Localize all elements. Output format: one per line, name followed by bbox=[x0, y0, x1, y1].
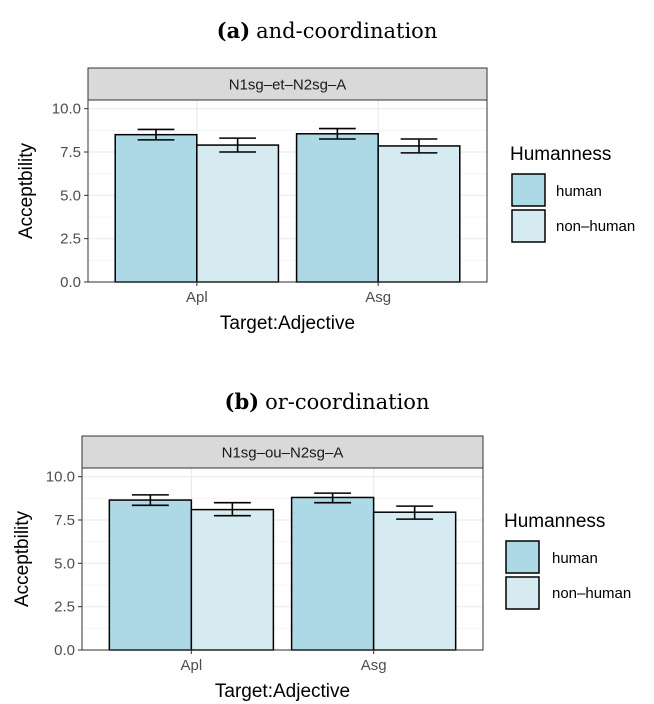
x-tick-label-asg: Asg bbox=[361, 657, 387, 674]
legend-label-nonhuman-a: non–human bbox=[556, 218, 635, 235]
plot-area-b bbox=[82, 468, 483, 651]
legend-b: Humanness human non–human bbox=[504, 511, 631, 610]
x-axis-a: Apl Asg bbox=[186, 282, 391, 306]
panel-a: (a) and-coordination N1sg–et–N2sg–A 0.0 2.… bbox=[16, 18, 635, 334]
caption-b: (b) or-coordination bbox=[225, 389, 430, 414]
bar-human-asg bbox=[295, 133, 379, 283]
bar-nonhuman-apl bbox=[196, 144, 280, 283]
bar-nonhuman-apl bbox=[190, 508, 275, 651]
facet-label-a: N1sg–et–N2sg–A bbox=[229, 77, 347, 94]
x-tick-label-asg: Asg bbox=[365, 289, 391, 306]
legend-key-nonhuman-b bbox=[505, 576, 540, 610]
bar-nonhuman-asg bbox=[372, 511, 457, 651]
facet-label-b: N1sg–ou–N2sg–A bbox=[222, 445, 344, 462]
caption-b-label: (b) bbox=[225, 389, 260, 414]
legend-key-human-b bbox=[505, 540, 540, 574]
panel-border-a bbox=[87, 99, 488, 283]
facet-strip-a bbox=[87, 67, 488, 101]
y-tick-label: 0.0 bbox=[60, 274, 81, 291]
caption-a: (a) and-coordination bbox=[217, 18, 438, 43]
y-axis-title-a: Acceptbility bbox=[16, 142, 37, 239]
y-tick-label: 10.0 bbox=[46, 469, 75, 486]
bar-human-apl bbox=[114, 133, 198, 283]
legend-label-human-b: human bbox=[552, 550, 598, 567]
legend-title-b: Humanness bbox=[504, 511, 605, 532]
plot-area-a bbox=[88, 100, 487, 283]
bar-nonhuman-asg bbox=[377, 145, 461, 283]
legend-label-nonhuman-b: non–human bbox=[552, 585, 631, 602]
y-tick-label: 5.0 bbox=[60, 187, 81, 204]
x-axis-title-a: Target:Adjective bbox=[220, 313, 355, 334]
legend-title-a: Humanness bbox=[510, 144, 611, 165]
bar-human-apl bbox=[108, 499, 193, 651]
y-axis-b: 0.0 2.5 5.0 7.5 10.0 bbox=[46, 469, 82, 659]
legend-label-human-a: human bbox=[556, 183, 602, 200]
legend-a: Humanness human non–human bbox=[510, 144, 635, 243]
facet-strip-b bbox=[81, 435, 484, 469]
y-tick-label: 7.5 bbox=[60, 144, 81, 161]
bar-human-asg bbox=[290, 496, 375, 651]
legend-key-nonhuman-a bbox=[511, 209, 546, 243]
caption-a-label: (a) bbox=[217, 18, 250, 43]
x-tick-label-apl: Apl bbox=[181, 657, 203, 674]
y-axis-title-b: Acceptbility bbox=[12, 510, 33, 607]
x-axis-b: Apl Asg bbox=[181, 650, 387, 674]
y-tick-label: 5.0 bbox=[54, 555, 75, 572]
caption-a-text: and-coordination bbox=[256, 19, 437, 43]
caption-b-text: or-coordination bbox=[265, 390, 429, 414]
x-axis-title-b: Target:Adjective bbox=[215, 681, 350, 702]
y-tick-label: 10.0 bbox=[52, 101, 81, 118]
panel-border-b bbox=[81, 467, 484, 651]
panel-b: (b) or-coordination N1sg–ou–N2sg–A 0.0 2.5… bbox=[12, 389, 631, 702]
y-tick-label: 2.5 bbox=[54, 599, 75, 616]
x-tick-label-apl: Apl bbox=[186, 289, 208, 306]
y-tick-label: 7.5 bbox=[54, 512, 75, 529]
y-axis-a: 0.0 2.5 5.0 7.5 10.0 bbox=[52, 101, 88, 291]
legend-key-human-a bbox=[511, 173, 546, 207]
y-tick-label: 2.5 bbox=[60, 231, 81, 248]
y-tick-label: 0.0 bbox=[54, 642, 75, 659]
